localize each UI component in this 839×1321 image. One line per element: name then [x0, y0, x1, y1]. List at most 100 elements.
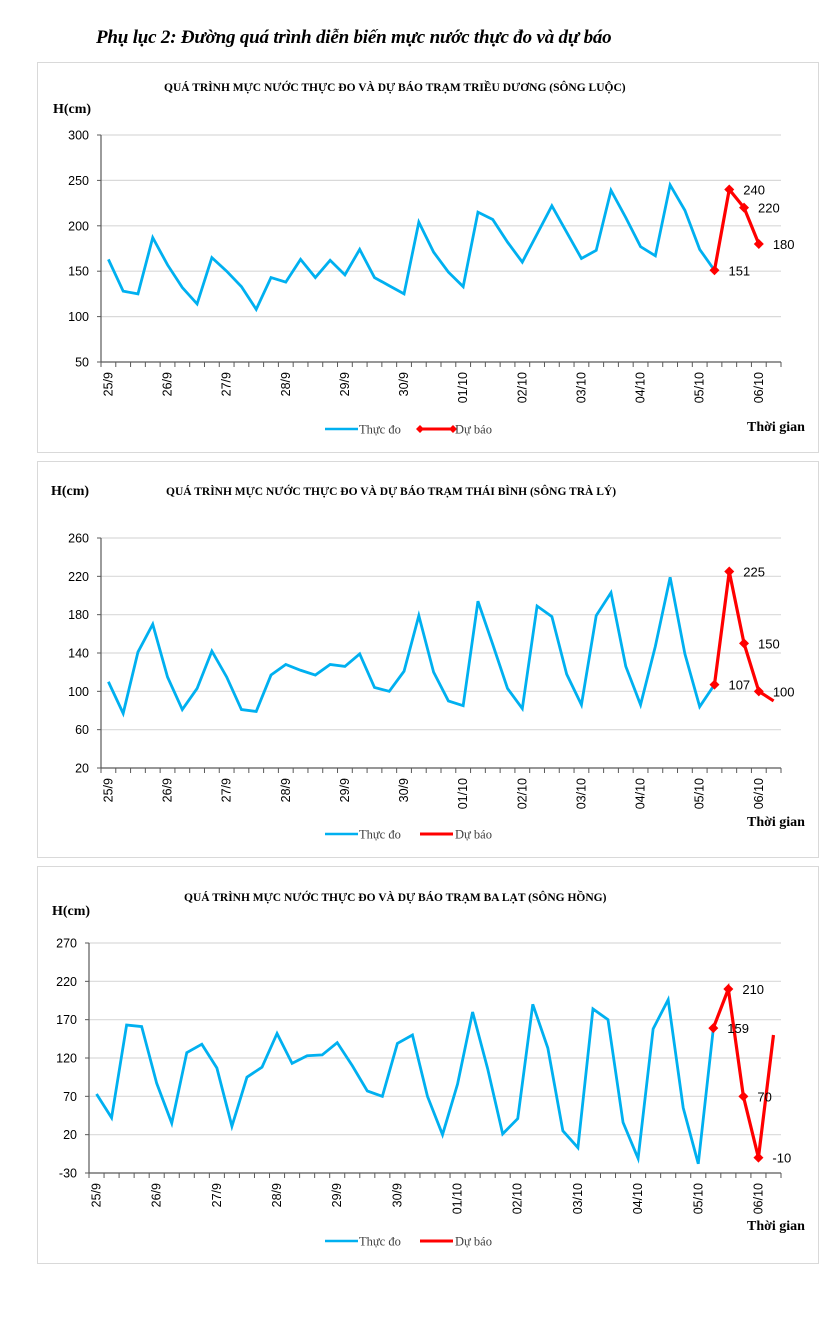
series-line-du-bao	[712, 185, 761, 271]
data-label: 159	[727, 1021, 749, 1036]
legend-label-thuc-do: Thực đo	[359, 423, 401, 437]
x-tick-label: 05/10	[693, 778, 707, 809]
x-tick-label: 04/10	[634, 372, 648, 403]
chart-trieu-duong: QUÁ TRÌNH MỰC NƯỚC THỰC ĐO VÀ DỰ BÁO TRẠ…	[37, 62, 819, 453]
x-tick-label: 29/9	[338, 778, 352, 802]
y-axis-label: H(cm)	[53, 102, 91, 117]
y-tick-label: 300	[68, 129, 89, 143]
legend-label-du-bao: Dự báo	[455, 423, 492, 437]
x-tick-label: 04/10	[634, 778, 648, 809]
series-line-du-bao	[711, 982, 776, 1159]
x-tick-label: 25/9	[101, 372, 115, 396]
x-axis-label: Thời gian	[747, 815, 805, 830]
data-label: 220	[758, 201, 780, 216]
y-tick-label: 20	[75, 762, 89, 776]
y-tick-label: 220	[56, 975, 77, 989]
forecast-point-marker	[724, 184, 735, 195]
x-tick-label: 27/9	[220, 778, 234, 802]
y-tick-label: 200	[68, 219, 89, 233]
x-tick-label: 27/9	[210, 1183, 224, 1207]
forecast-point-marker	[753, 1152, 764, 1163]
forecast-point-marker	[724, 566, 735, 577]
forecast-point-marker	[738, 1091, 749, 1102]
series-line-thuc-do	[107, 576, 716, 718]
chart-ba-lat-svg: QUÁ TRÌNH MỰC NƯỚC THỰC ĐO VÀ DỰ BÁO TRẠ…	[52, 889, 805, 1249]
data-label: 150	[758, 636, 780, 651]
x-tick-label: 02/10	[511, 1183, 525, 1214]
chart-title: QUÁ TRÌNH MỰC NƯỚC THỰC ĐO VÀ DỰ BÁO TRẠ…	[164, 79, 626, 94]
chart-thai-binh: QUÁ TRÌNH MỰC NƯỚC THỰC ĐO VÀ DỰ BÁO TRẠ…	[37, 461, 819, 858]
data-label: 210	[742, 982, 764, 997]
x-tick-label: 06/10	[752, 778, 766, 809]
x-tick-label: 26/9	[150, 1183, 164, 1207]
x-tick-label: 28/9	[279, 778, 293, 802]
x-tick-label: 01/10	[451, 1183, 465, 1214]
x-tick-label: 04/10	[631, 1183, 645, 1214]
y-axis-label: H(cm)	[51, 484, 89, 499]
forecast-point-marker	[739, 638, 750, 649]
series-line-thuc-do	[95, 995, 715, 1165]
forecast-point-marker	[709, 265, 720, 276]
page-heading: Phụ lục 2: Đường quá trình diễn biến mực…	[96, 27, 612, 48]
x-axis-label: Thời gian	[747, 420, 805, 435]
data-label: 151	[728, 263, 750, 278]
x-tick-label: 29/9	[330, 1183, 344, 1207]
x-tick-label: 26/9	[161, 372, 175, 396]
x-tick-label: 03/10	[574, 778, 588, 809]
x-tick-label: 05/10	[691, 1183, 705, 1214]
y-tick-label: 220	[68, 570, 89, 584]
forecast-point-marker	[723, 984, 734, 994]
x-tick-label: 02/10	[515, 778, 529, 809]
data-label: 240	[743, 182, 765, 197]
x-tick-label: 01/10	[456, 778, 470, 809]
y-axis-label: H(cm)	[52, 904, 90, 919]
y-tick-label: -30	[59, 1167, 77, 1181]
legend-label-thuc-do: Thực đo	[359, 828, 401, 842]
x-tick-label: 25/9	[101, 778, 115, 802]
x-tick-label: 01/10	[456, 372, 470, 403]
legend-marker-du-bao	[416, 425, 424, 433]
x-tick-label: 29/9	[338, 372, 352, 396]
y-tick-label: 100	[68, 310, 89, 324]
y-tick-label: 100	[68, 685, 89, 699]
y-tick-label: 60	[75, 723, 89, 737]
forecast-point-marker	[753, 238, 764, 249]
chart-title: QUÁ TRÌNH MỰC NƯỚC THỰC ĐO VÀ DỰ BÁO TRẠ…	[184, 889, 607, 904]
y-tick-label: 150	[68, 265, 89, 279]
y-tick-label: 120	[56, 1052, 77, 1066]
y-tick-label: 260	[68, 532, 89, 546]
x-tick-label: 26/9	[161, 778, 175, 802]
data-label: 107	[728, 678, 750, 693]
y-tick-label: 250	[68, 174, 89, 188]
x-tick-label: 03/10	[574, 372, 588, 403]
data-label: 70	[757, 1089, 771, 1104]
forecast-point-marker	[739, 202, 750, 213]
x-tick-label: 05/10	[693, 372, 707, 403]
y-tick-label: 20	[63, 1128, 77, 1142]
x-tick-label: 06/10	[752, 372, 766, 403]
data-label: 100	[773, 684, 795, 699]
legend-label-thuc-do: Thực đo	[359, 1235, 401, 1249]
data-label: 225	[743, 565, 765, 580]
chart-title: QUÁ TRÌNH MỰC NƯỚC THỰC ĐO VÀ DỰ BÁO TRẠ…	[166, 484, 616, 498]
y-tick-label: 140	[68, 647, 89, 661]
y-tick-label: 270	[56, 937, 77, 951]
y-tick-label: 170	[56, 1013, 77, 1027]
x-tick-label: 27/9	[220, 372, 234, 396]
data-label: 180	[773, 237, 795, 252]
forecast-point-marker	[709, 679, 720, 690]
y-tick-label: 70	[63, 1090, 77, 1104]
x-tick-label: 02/10	[515, 372, 529, 403]
x-axis-label: Thời gian	[747, 1219, 805, 1234]
forecast-point-marker	[708, 1023, 719, 1034]
x-tick-label: 30/9	[397, 372, 411, 396]
chart-ba-lat: QUÁ TRÌNH MỰC NƯỚC THỰC ĐO VÀ DỰ BÁO TRẠ…	[37, 866, 819, 1264]
x-tick-label: 30/9	[397, 778, 411, 802]
y-tick-label: 180	[68, 608, 89, 622]
x-tick-label: 30/9	[390, 1183, 404, 1207]
legend-marker-du-bao	[449, 425, 457, 433]
data-label: -10	[772, 1151, 791, 1166]
forecast-point-marker	[753, 686, 764, 697]
series-line-thuc-do	[107, 181, 716, 313]
x-tick-label: 28/9	[270, 1183, 284, 1207]
